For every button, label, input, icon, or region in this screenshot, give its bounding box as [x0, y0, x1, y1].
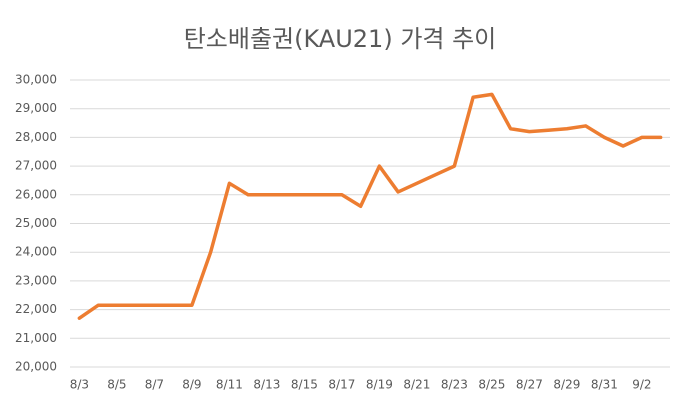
chart-title: 탄소배출권(KAU21) 가격 추이	[184, 25, 497, 53]
y-tick-label: 28,000	[15, 130, 57, 144]
x-tick-label: 8/3	[70, 378, 89, 392]
x-tick-label: 8/5	[107, 378, 126, 392]
y-tick-label: 26,000	[15, 187, 57, 201]
x-tick-label: 8/21	[403, 378, 430, 392]
y-tick-label: 25,000	[15, 216, 57, 230]
y-tick-label: 20,000	[15, 360, 57, 374]
x-tick-label: 9/2	[632, 378, 651, 392]
y-tick-label: 22,000	[15, 302, 57, 316]
x-tick-label: 8/27	[516, 378, 543, 392]
x-tick-label: 8/13	[253, 378, 280, 392]
x-tick-label: 8/9	[182, 378, 201, 392]
line-series	[77, 92, 663, 320]
y-tick-label: 29,000	[15, 101, 57, 115]
y-tick-label: 30,000	[15, 73, 57, 87]
y-tick-label: 27,000	[15, 159, 57, 173]
x-tick-label: 8/19	[366, 378, 393, 392]
x-tick-label: 8/15	[291, 378, 318, 392]
x-tick-label: 8/29	[553, 378, 580, 392]
x-tick-label: 8/31	[591, 378, 618, 392]
x-tick-label: 8/23	[441, 378, 468, 392]
x-tick-label: 8/7	[145, 378, 164, 392]
x-tick-label: 8/17	[328, 378, 355, 392]
y-tick-label: 24,000	[15, 245, 57, 259]
y-tick-label: 23,000	[15, 273, 57, 287]
x-tick-label: 8/25	[478, 378, 505, 392]
y-tick-label: 21,000	[15, 331, 57, 345]
x-tick-label: 8/11	[216, 378, 243, 392]
